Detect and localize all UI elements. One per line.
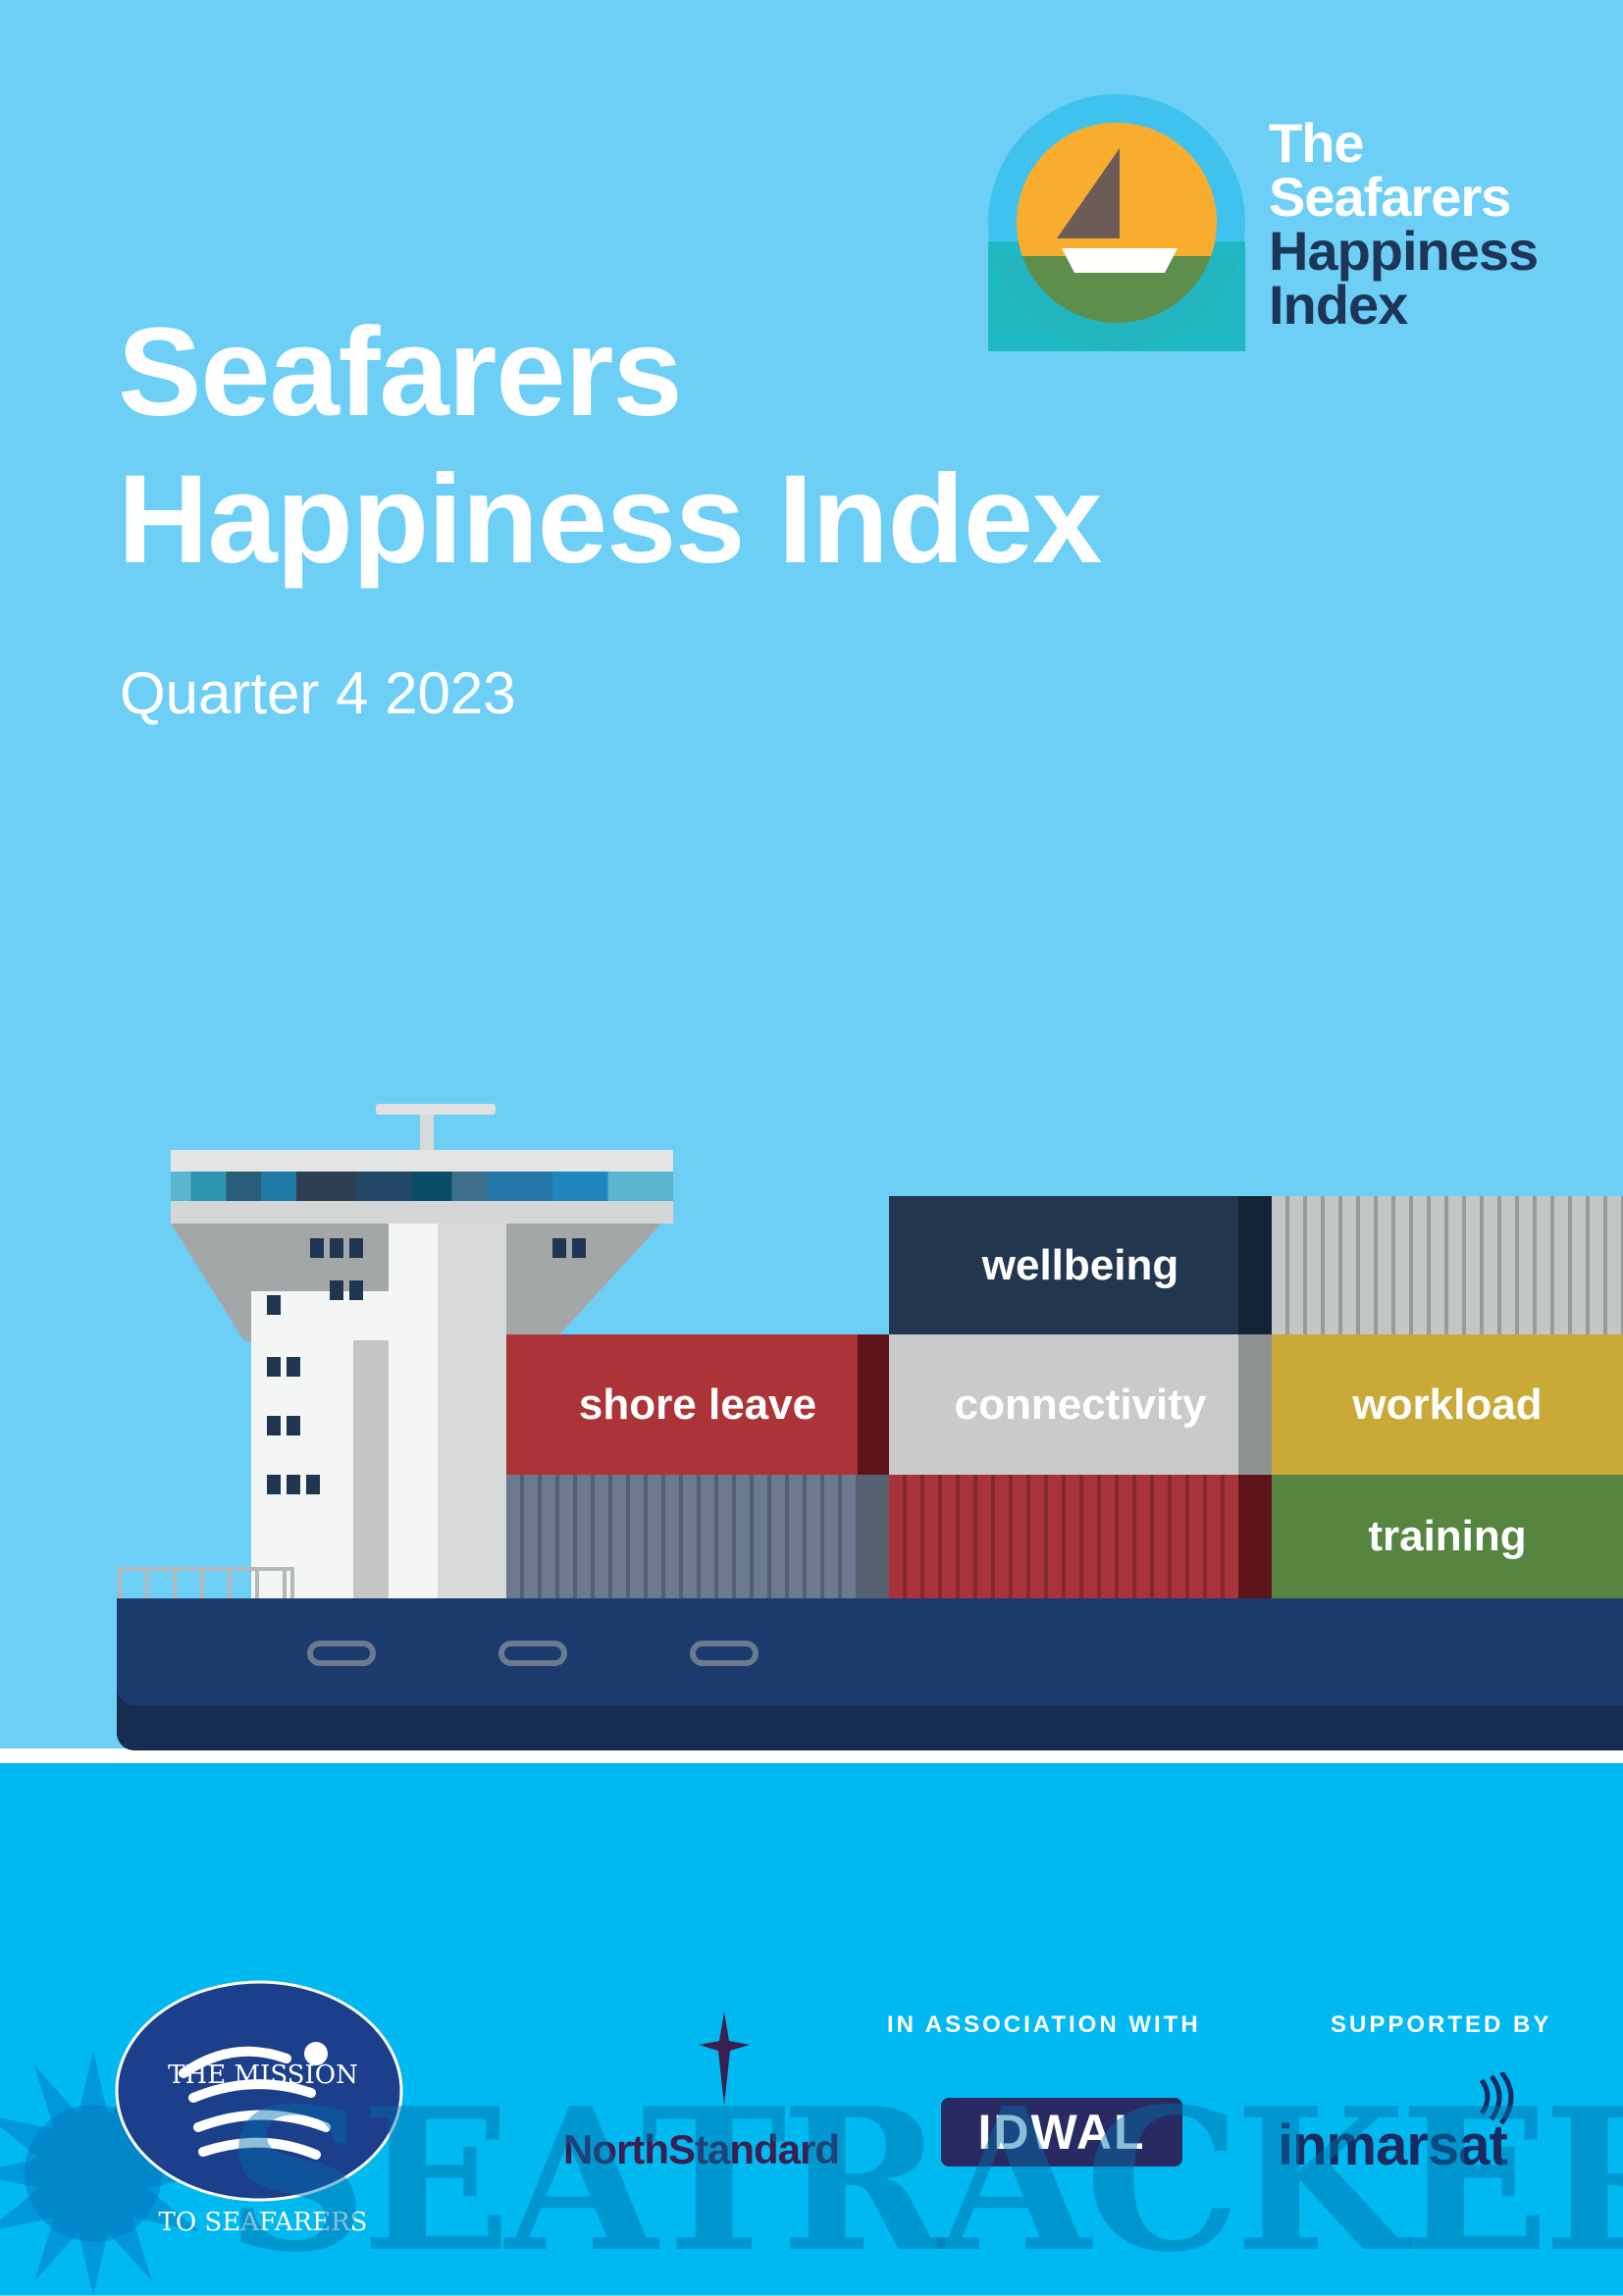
container-red — [889, 1475, 1272, 1598]
title-line-1: Seafarers — [118, 302, 683, 443]
supported-label: SUPPORTED BY — [1331, 2011, 1552, 2038]
container-training: training — [1272, 1475, 1623, 1598]
page-title: Seafarers Happiness Index — [118, 299, 1102, 594]
mission-logo-text: THE MISSION TO SEAFARERS — [158, 2061, 368, 2237]
bridge-deck — [171, 1201, 673, 1224]
bridge-roof — [171, 1150, 673, 1172]
northstandard-star-icon — [699, 2011, 750, 2106]
waterline — [0, 1748, 1623, 1763]
container-workload: workload — [1272, 1334, 1623, 1475]
container-connectivity: connectivity — [889, 1334, 1272, 1475]
container-slate — [506, 1475, 889, 1598]
container-wellbeing: wellbeing — [889, 1196, 1272, 1334]
idwal-logo: IDWAL — [941, 2098, 1182, 2166]
bridge-windows — [171, 1172, 673, 1201]
watermark-sunburst-icon — [0, 2051, 216, 2295]
porthole — [498, 1641, 567, 1666]
northstandard-logo: NorthStandard — [563, 2126, 840, 2172]
antenna — [376, 1104, 496, 1115]
container-shore-leave: shore leave — [506, 1334, 889, 1475]
mission-to-seafarers-logo-icon — [115, 1980, 403, 2202]
porthole — [307, 1641, 376, 1666]
logo-text: The Seafarers Happiness Index — [1269, 112, 1539, 336]
happiness-index-logo-icon — [988, 94, 1245, 351]
porthole — [690, 1641, 759, 1666]
subtitle: Quarter 4 2023 — [120, 660, 516, 726]
logo-line: The — [1269, 112, 1365, 174]
ship-hull — [117, 1598, 1623, 1750]
watermark: SEATRACKER.RU — [226, 2065, 1623, 2296]
tower-column — [438, 1224, 506, 1599]
tower-column-light — [389, 1224, 438, 1599]
logo-line: Seafarers — [1269, 166, 1511, 228]
inmarsat-logo: inmarsat — [1278, 2113, 1508, 2177]
title-line-2: Happiness Index — [118, 449, 1102, 590]
inmarsat-signal-icon — [1479, 2072, 1514, 2125]
association-label: IN ASSOCIATION WITH — [887, 2011, 1201, 2038]
logo-line: Happiness — [1269, 220, 1539, 282]
deck-railing — [118, 1567, 294, 1598]
logo-line: Index — [1269, 274, 1408, 336]
container-grey — [1272, 1196, 1623, 1334]
mast — [420, 1115, 434, 1150]
